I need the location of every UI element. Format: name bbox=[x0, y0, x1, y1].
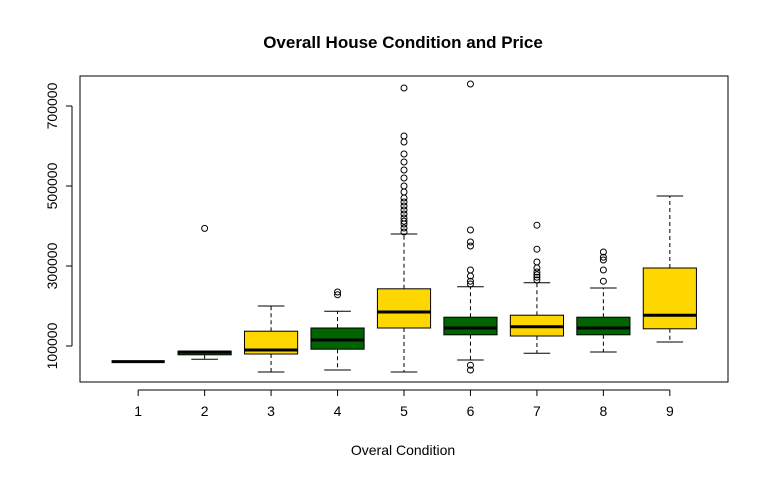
box-7 bbox=[509, 221, 565, 354]
outlier-point bbox=[400, 198, 408, 206]
outlier-point bbox=[400, 217, 408, 225]
outlier-point bbox=[533, 273, 541, 281]
outlier-point bbox=[400, 174, 408, 182]
box-5 bbox=[376, 84, 432, 373]
outlier-point bbox=[400, 224, 408, 232]
outlier-point bbox=[334, 288, 342, 296]
outlier-point bbox=[400, 182, 408, 190]
outlier-point bbox=[466, 277, 474, 285]
x-tick-label: 1 bbox=[134, 403, 142, 419]
y-tick-label: 100000 bbox=[44, 322, 60, 369]
x-tick-label: 7 bbox=[533, 403, 541, 419]
outlier-point bbox=[533, 221, 541, 229]
outlier-point bbox=[400, 150, 408, 158]
outlier-point bbox=[400, 228, 408, 236]
box-4 bbox=[310, 288, 365, 371]
outlier-point bbox=[533, 264, 541, 272]
box-2 bbox=[177, 224, 232, 360]
iqr-box bbox=[642, 267, 697, 330]
chart-title: Overall House Condition and Price bbox=[263, 33, 543, 52]
iqr-box bbox=[443, 316, 498, 336]
outlier-point bbox=[400, 194, 408, 202]
y-axis: 100000 300000 500000 700000 bbox=[44, 82, 73, 369]
outlier-point bbox=[400, 188, 408, 196]
outlier-point bbox=[466, 280, 474, 288]
x-tick-label: 4 bbox=[334, 403, 342, 419]
outlier-point bbox=[400, 210, 408, 218]
outlier-point bbox=[400, 132, 408, 140]
outlier-point bbox=[599, 248, 607, 256]
outlier-point bbox=[334, 291, 342, 299]
outlier-point bbox=[466, 366, 474, 374]
outlier-point bbox=[466, 266, 474, 274]
x-tick-label: 5 bbox=[400, 403, 408, 419]
outlier-point bbox=[599, 266, 607, 274]
outlier-point bbox=[466, 238, 474, 246]
x-tick-label: 8 bbox=[599, 403, 607, 419]
boxes-layer bbox=[111, 80, 697, 374]
box-3 bbox=[243, 305, 299, 373]
outlier-point bbox=[466, 242, 474, 250]
outlier-point bbox=[533, 245, 541, 253]
outlier-point bbox=[201, 224, 209, 232]
outlier-point bbox=[599, 253, 607, 261]
outlier-point bbox=[400, 158, 408, 166]
outlier-point bbox=[533, 271, 541, 279]
y-tick-label: 500000 bbox=[44, 162, 60, 209]
y-tick-label: 700000 bbox=[44, 82, 60, 129]
y-tick-label: 300000 bbox=[44, 242, 60, 289]
x-tick-label: 2 bbox=[201, 403, 209, 419]
outlier-point bbox=[400, 84, 408, 92]
x-axis-label: Overal Condition bbox=[351, 442, 455, 458]
outlier-point bbox=[533, 268, 541, 276]
outlier-point bbox=[533, 276, 541, 284]
outlier-point bbox=[400, 202, 408, 210]
outlier-point bbox=[466, 80, 474, 88]
outlier-point bbox=[400, 166, 408, 174]
iqr-box bbox=[376, 288, 432, 329]
outlier-point bbox=[400, 138, 408, 146]
outlier-point bbox=[466, 361, 474, 369]
x-axis: 1 2 3 4 5 6 7 8 9 bbox=[134, 389, 674, 419]
iqr-box bbox=[576, 316, 631, 336]
x-tick-label: 3 bbox=[267, 403, 275, 419]
box-8 bbox=[576, 248, 631, 353]
outlier-point bbox=[400, 214, 408, 222]
outlier-point bbox=[400, 206, 408, 214]
plot-frame bbox=[79, 75, 729, 383]
outlier-point bbox=[533, 258, 541, 266]
iqr-box bbox=[243, 330, 299, 355]
x-tick-label: 6 bbox=[467, 403, 475, 419]
x-tick-label: 9 bbox=[666, 403, 674, 419]
box-6 bbox=[443, 80, 498, 374]
outlier-point bbox=[599, 277, 607, 285]
outlier-point bbox=[599, 256, 607, 264]
box-9 bbox=[642, 195, 697, 343]
outlier-point bbox=[466, 226, 474, 234]
